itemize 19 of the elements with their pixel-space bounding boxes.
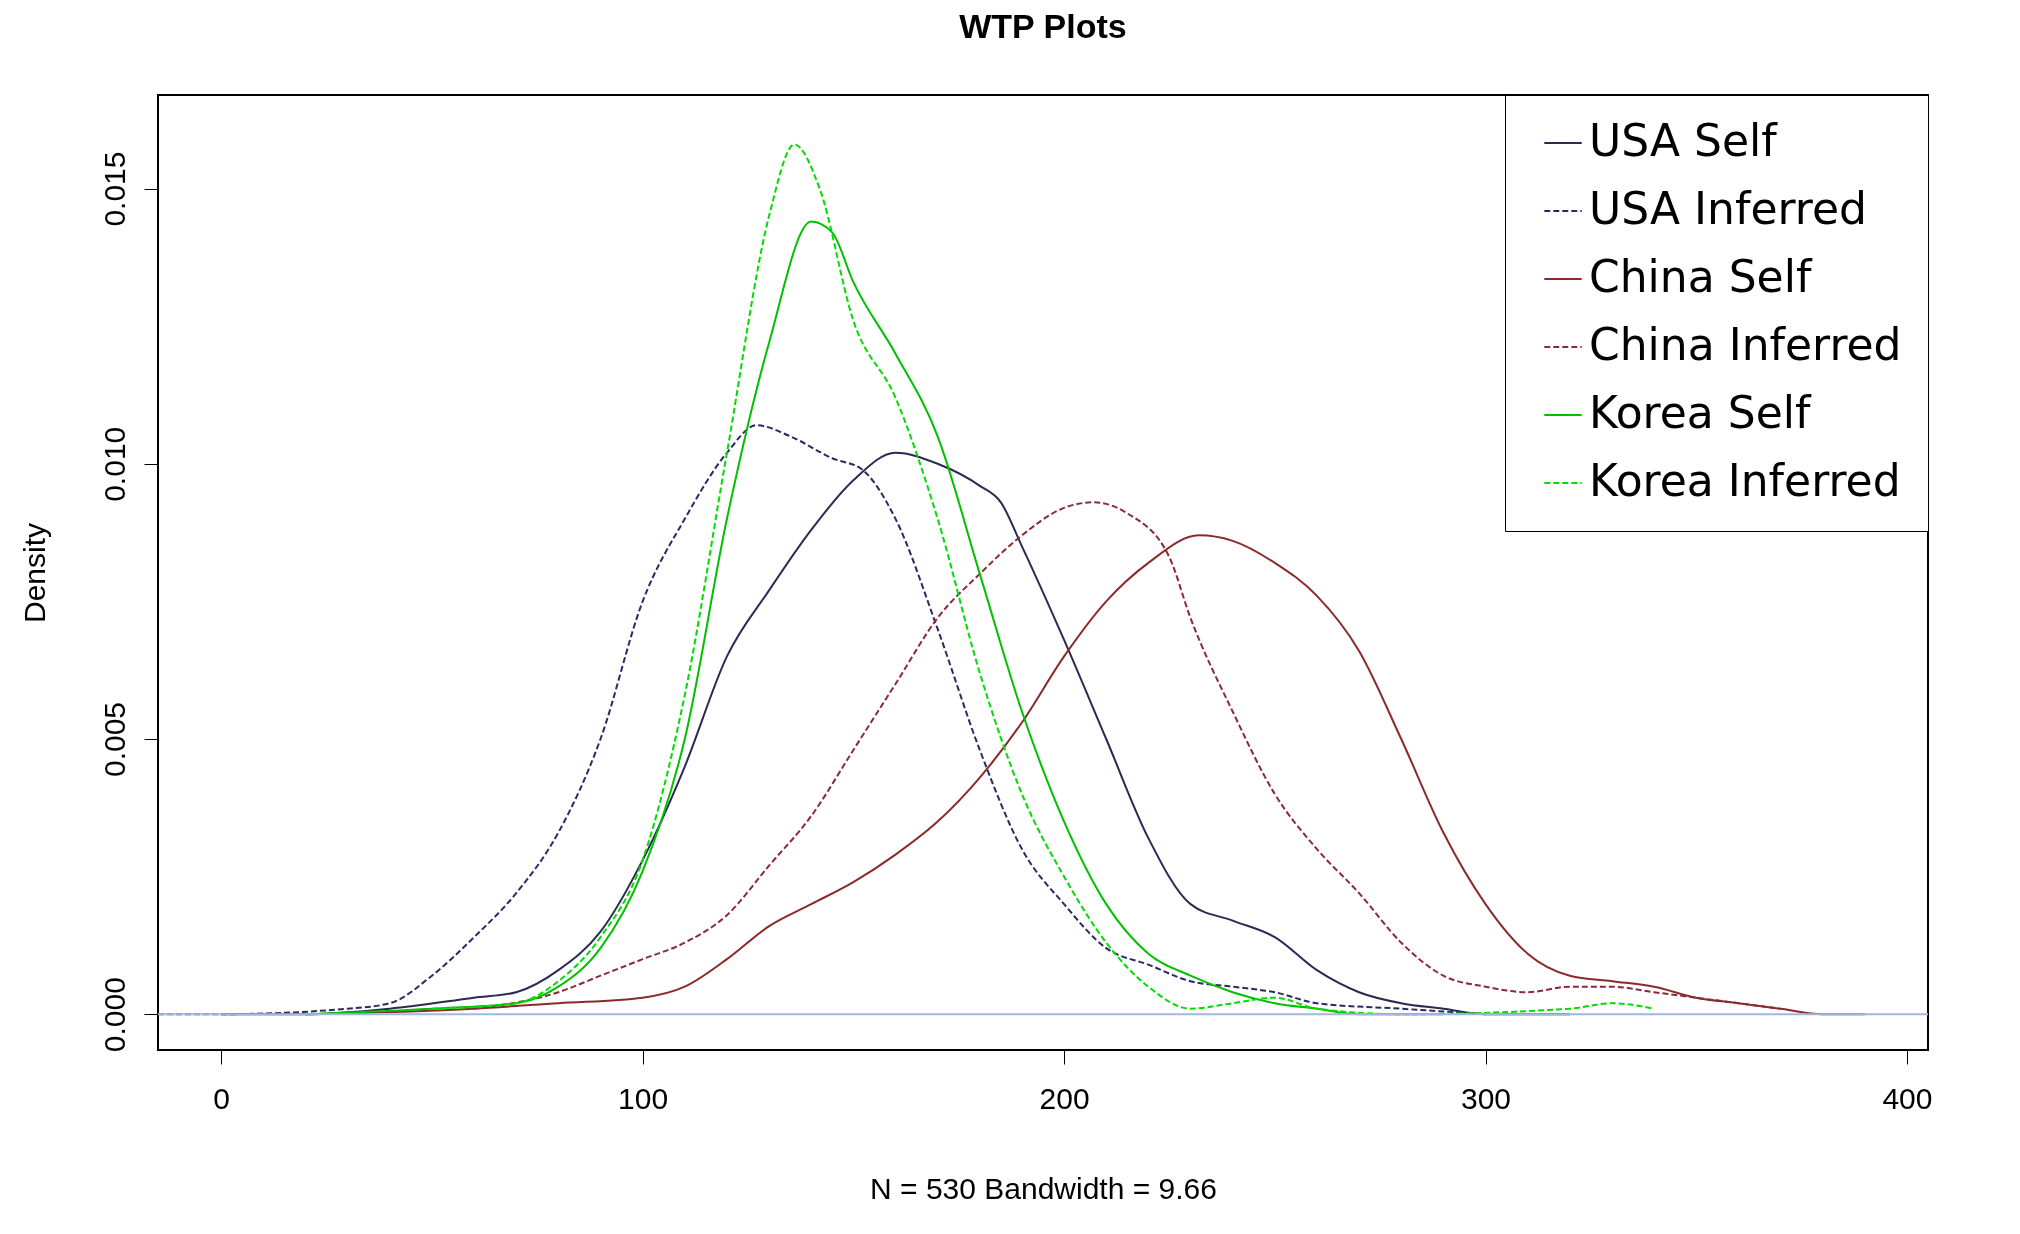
y-tick-label: 0.000 [97,977,131,1053]
line-series [473,501,1782,1010]
chart-title: WTP Plots [959,6,1127,45]
x-tick-label: 100 [618,1081,669,1115]
legend-label: Korea Self [1589,387,1812,438]
legend-label: Korea Inferred [1589,455,1901,506]
x-axis-title: N = 530 Bandwidth = 9.66 [870,1171,1217,1205]
y-axis-title: Density [17,522,51,624]
x-tick-label: 300 [1460,1081,1512,1115]
x-tick-label: 0 [213,1081,231,1115]
legend-label: China Self [1589,251,1813,302]
x-tick-label: 200 [1039,1081,1090,1115]
y-tick-label: 0.015 [97,151,131,227]
y-tick-label: 0.005 [97,701,131,778]
legend-label: China Inferred [1589,319,1902,370]
legend-label: USA Self [1589,115,1779,166]
y-tick-label: 0.010 [97,426,131,502]
legend-label: USA Inferred [1589,183,1867,234]
x-tick-label: 400 [1882,1081,1933,1115]
